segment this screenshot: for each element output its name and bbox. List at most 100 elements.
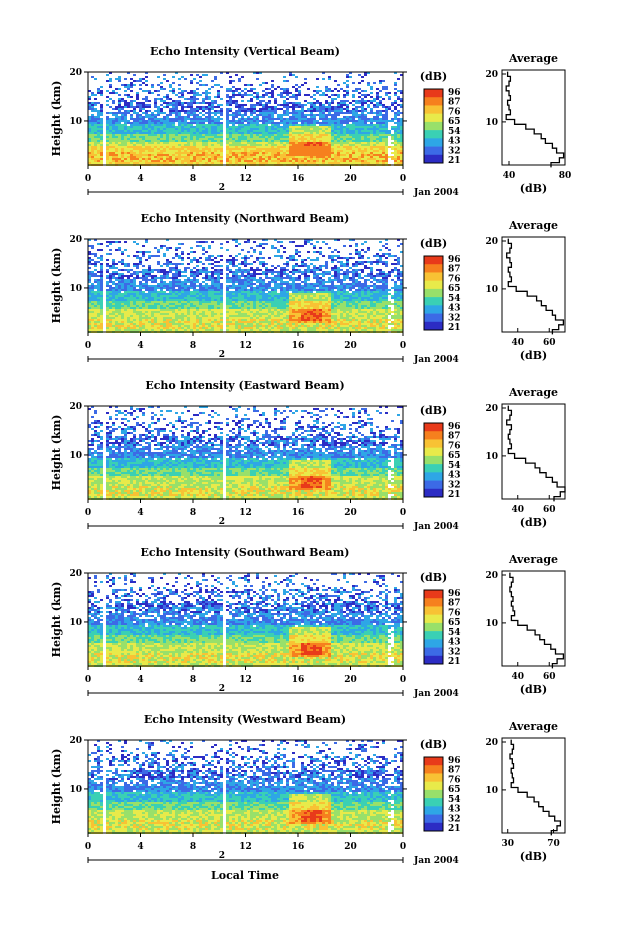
- heatmap-cell: [166, 98, 169, 100]
- heatmap-cell: [250, 140, 253, 142]
- heatmap-cell: [334, 124, 337, 126]
- heatmap-cell: [379, 112, 382, 114]
- heatmap-cell: [196, 134, 199, 136]
- heatmap-cell: [337, 140, 340, 142]
- heatmap-cell: [295, 94, 298, 96]
- heatmap-cell: [94, 130, 97, 132]
- heatmap-cell: [163, 88, 166, 90]
- heatmap-cell: [142, 98, 145, 100]
- heatmap-cell: [145, 90, 148, 92]
- heatmap-cell: [358, 88, 361, 90]
- heatmap-cell: [121, 106, 124, 108]
- heatmap-cell: [112, 100, 115, 102]
- heatmap-cell: [235, 122, 238, 124]
- heatmap-cell: [220, 134, 223, 136]
- heatmap-cell: [175, 102, 178, 104]
- heatmap-cell: [349, 76, 352, 78]
- heatmap-cell: [94, 140, 97, 142]
- heatmap-cell: [358, 96, 361, 98]
- heatmap-cell: [178, 122, 181, 124]
- heatmap-cell: [97, 142, 100, 144]
- heatmap-cell: [307, 114, 310, 116]
- heatmap-cell: [133, 122, 136, 124]
- heatmap-cell: [373, 146, 376, 148]
- heatmap-cell: [202, 136, 205, 138]
- heatmap-cell: [280, 132, 283, 134]
- heatmap-cell: [214, 112, 217, 114]
- heatmap-cell: [160, 140, 163, 142]
- heatmap-cell: [268, 138, 271, 140]
- heatmap-cell: [190, 130, 193, 132]
- heatmap-cell: [379, 130, 382, 132]
- heatmap-cell: [280, 122, 283, 124]
- heatmap-cell: [205, 116, 208, 118]
- heatmap-cell: [91, 118, 94, 120]
- heatmap-cell: [361, 100, 364, 102]
- heatmap-cell: [256, 128, 259, 130]
- heatmap-cell: [148, 122, 151, 124]
- heatmap-cell: [382, 114, 385, 116]
- heatmap-cell: [343, 108, 346, 110]
- heatmap-cell: [346, 124, 349, 126]
- heatmap-cell: [283, 128, 286, 130]
- heatmap-cell: [292, 86, 295, 88]
- heatmap-cell: [340, 144, 343, 146]
- heatmap-cell: [133, 106, 136, 108]
- heatmap-cell: [367, 84, 370, 86]
- heatmap-cell: [235, 100, 238, 102]
- heatmap-cell: [328, 112, 331, 114]
- heatmap-cell: [325, 142, 328, 144]
- heatmap-cell: [322, 132, 325, 134]
- heatmap-cell: [244, 88, 247, 90]
- heatmap-cell: [328, 146, 331, 148]
- heatmap-cell: [241, 110, 244, 112]
- heatmap-cell: [295, 102, 298, 104]
- heatmap-cell: [124, 142, 127, 144]
- heatmap-cell: [253, 96, 256, 98]
- heatmap-cell: [394, 144, 397, 146]
- heatmap-cell: [214, 146, 217, 148]
- heatmap-cell: [235, 90, 238, 92]
- heatmap-cell: [211, 130, 214, 132]
- heatmap-cell: [118, 94, 121, 96]
- heatmap-cell: [313, 142, 316, 144]
- heatmap-cell: [334, 140, 337, 142]
- heatmap-cell: [328, 134, 331, 136]
- heatmap-cell: [196, 82, 199, 84]
- heatmap-cell: [379, 126, 382, 128]
- heatmap-cell: [286, 134, 289, 136]
- heatmap-cell: [175, 114, 178, 116]
- heatmap-cell: [271, 146, 274, 148]
- heatmap-cell: [139, 142, 142, 144]
- heatmap-cell: [289, 92, 292, 94]
- heatmap-cell: [259, 120, 262, 122]
- heatmap-cell: [241, 138, 244, 140]
- heatmap-cell: [178, 146, 181, 148]
- heatmap-cell: [253, 118, 256, 120]
- heatmap-cell: [346, 142, 349, 144]
- heatmap-cell: [151, 144, 154, 146]
- heatmap-cell: [283, 122, 286, 124]
- heatmap-cell: [166, 132, 169, 134]
- heatmap-cell: [385, 146, 388, 148]
- heatmap-cell: [250, 104, 253, 106]
- heatmap-cell: [262, 112, 265, 114]
- heatmap-cell: [385, 92, 388, 94]
- heatmap-cell: [190, 126, 193, 128]
- heatmap-cell: [124, 128, 127, 130]
- heatmap-cell: [379, 144, 382, 146]
- heatmap-cell: [367, 126, 370, 128]
- heatmap-cell: [259, 100, 262, 102]
- heatmap-cell: [130, 132, 133, 134]
- heatmap-cell: [280, 140, 283, 142]
- heatmap-cell: [301, 136, 304, 138]
- heatmap-cell: [310, 122, 313, 124]
- heatmap-cell: [118, 126, 121, 128]
- heatmap-cell: [112, 136, 115, 138]
- heatmap-cell: [232, 122, 235, 124]
- heatmap-cell: [283, 144, 286, 146]
- heatmap-cell: [325, 94, 328, 96]
- heatmap-cell: [274, 110, 277, 112]
- heatmap-cell: [379, 80, 382, 82]
- heatmap-cell: [343, 142, 346, 144]
